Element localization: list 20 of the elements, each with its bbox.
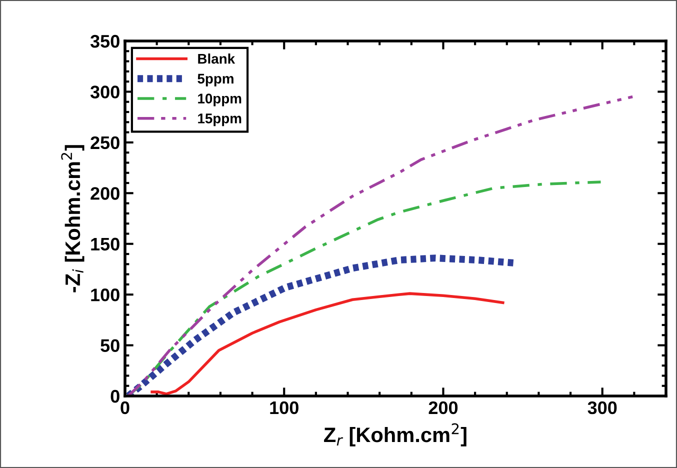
y-tick-label: 200: [90, 187, 120, 200]
line-series: [150, 292, 504, 396]
x-tick-label: 300: [588, 401, 617, 414]
legend-label: 5ppm: [198, 74, 234, 86]
legend-label: 15ppm: [198, 114, 242, 126]
y-tick-label: 150: [91, 238, 120, 251]
legend-label: 10ppm: [198, 94, 242, 106]
x-tick-label: 100: [270, 401, 298, 414]
legend-label: Blank: [198, 54, 236, 64]
x-tick-label: 200: [428, 401, 458, 414]
line-series: [126, 95, 634, 396]
y-tick-label: 350: [90, 34, 120, 48]
y-tick-label: 0: [110, 390, 120, 403]
y-tick-label: 300: [90, 86, 120, 98]
y-tick-label: 50: [100, 339, 120, 352]
y-tick-label: 100: [91, 288, 120, 302]
y-tick-label: 250: [90, 136, 120, 150]
x-axis-title: Z$_{r}$ [Kohm.cm$^{2}$]: [324, 423, 466, 446]
x-tick-label: 0: [120, 401, 130, 414]
y-axis-title: -Z$_{i}$ [Kohm.cm$^{2}$]: [61, 145, 84, 292]
